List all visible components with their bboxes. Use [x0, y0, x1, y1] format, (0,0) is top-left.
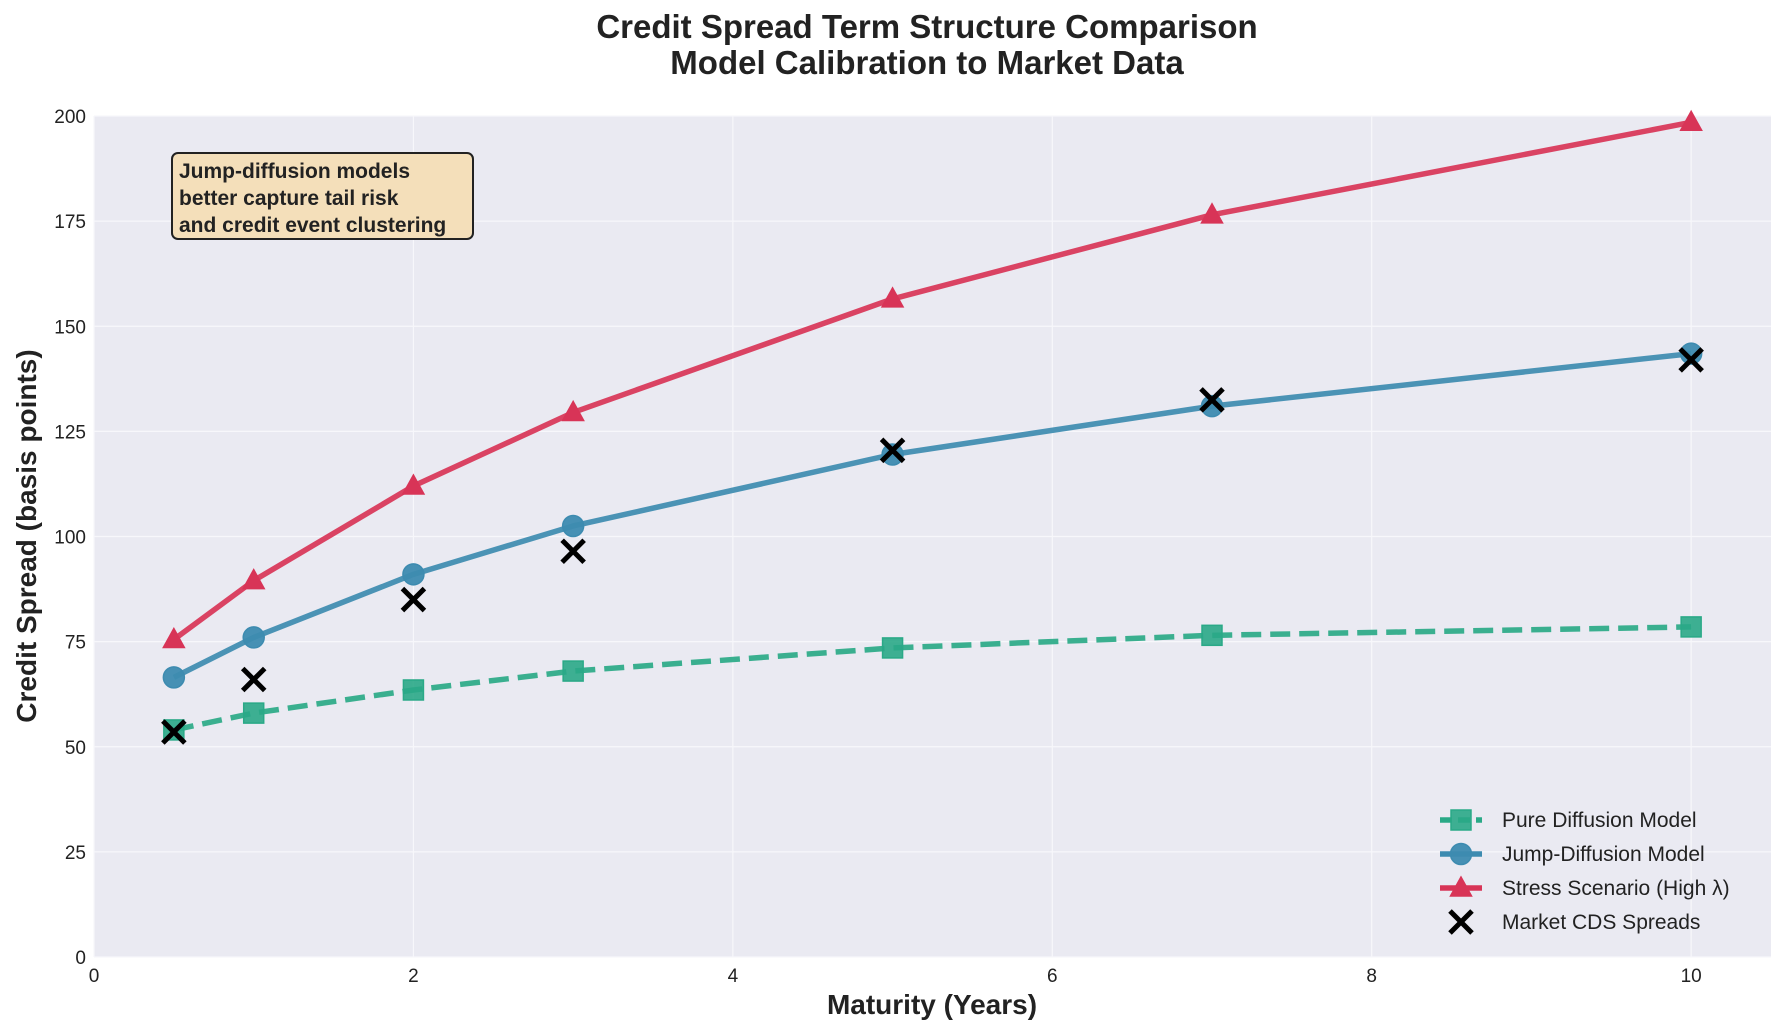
- legend-item-0: Pure Diffusion Model: [1440, 809, 1697, 832]
- data-point-3-5: [1199, 387, 1225, 413]
- data-point-3-0: [161, 719, 187, 745]
- data-point-3-3: [560, 538, 586, 564]
- data-point-1-4: [881, 443, 904, 466]
- data-point-3-6: [1678, 347, 1704, 373]
- x-tick-label: 4: [728, 966, 739, 987]
- legend-label: Market CDS Spreads: [1502, 911, 1700, 934]
- x-tick-label: 0: [89, 966, 100, 987]
- data-point-0-6: [1680, 616, 1702, 638]
- data-point-0-1: [242, 702, 265, 724]
- data-point-0-5: [1201, 624, 1223, 647]
- x-tick-label: 10: [1681, 966, 1702, 987]
- data-point-2-6: [1679, 109, 1703, 132]
- legend-marker: [1448, 909, 1474, 935]
- data-point-1-6: [1679, 342, 1703, 365]
- y-axis-label: Credit Spread (basis points): [11, 349, 42, 722]
- data-point-2-0: [162, 626, 186, 649]
- data-point-1-5: [1200, 394, 1224, 418]
- x-tick-label: 8: [1366, 966, 1377, 987]
- data-point-2-2: [401, 473, 426, 495]
- data-point-3-1: [240, 666, 267, 693]
- chart-title-line-1: Credit Spread Term Structure Comparison: [596, 8, 1257, 45]
- y-tick-label: 200: [54, 107, 86, 128]
- chart-title-line-2: Model Calibration to Market Data: [670, 44, 1184, 81]
- data-point-1-3: [561, 514, 585, 538]
- data-point-0-2: [402, 679, 425, 701]
- market-point-stroke: [560, 538, 586, 564]
- data-point-2-1: [241, 568, 266, 590]
- y-tick-label: 175: [54, 212, 86, 233]
- series-1: [162, 342, 1703, 689]
- legend-marker: [1449, 875, 1473, 897]
- legend-item-2: Stress Scenario (High λ): [1440, 875, 1730, 900]
- data-point-0-3: [562, 660, 584, 682]
- annotation-box: Jump-diffusion models better capture tai…: [171, 152, 474, 240]
- data-point-3-2: [400, 586, 427, 613]
- y-tick-label: 125: [54, 422, 86, 443]
- data-point-0-4: [881, 637, 904, 659]
- data-point-1-2: [402, 563, 425, 586]
- series-3: [161, 347, 1704, 745]
- y-tick-label: 0: [75, 948, 86, 969]
- data-point-1-1: [242, 626, 265, 649]
- data-point-2-3: [561, 399, 585, 422]
- y-tick-label: 50: [65, 738, 86, 759]
- data-point-2-5: [1200, 202, 1224, 224]
- market-point-stroke: [240, 666, 267, 693]
- legend-item-1: Jump-Diffusion Model: [1440, 842, 1705, 866]
- series-lines: [161, 109, 1704, 745]
- y-tick-label: 75: [65, 633, 86, 654]
- data-point-1-0: [162, 666, 186, 689]
- legend-marker: [1450, 809, 1472, 831]
- legend: Pure Diffusion Model Jump-Diffusion Model…: [1440, 809, 1730, 935]
- market-point-stroke: [161, 719, 187, 745]
- data-point-2-4: [880, 286, 905, 308]
- legend-label: Pure Diffusion Model: [1502, 809, 1697, 832]
- market-point-stroke: [400, 586, 427, 613]
- x-tick-label: 2: [408, 966, 419, 987]
- x-axis-label: Maturity (Years): [827, 989, 1037, 1020]
- legend-label: Jump-Diffusion Model: [1502, 843, 1705, 866]
- y-tick-label: 150: [54, 317, 86, 338]
- legend-item-3: Market CDS Spreads: [1448, 909, 1700, 935]
- series-2: [162, 109, 1703, 649]
- legend-label: Stress Scenario (High λ): [1502, 877, 1730, 900]
- market-point-stroke: [1448, 909, 1474, 935]
- y-tick-label: 25: [65, 843, 86, 864]
- market-point-stroke: [1678, 347, 1704, 373]
- market-point-stroke: [879, 437, 906, 464]
- legend-marker: [1449, 842, 1473, 866]
- y-tick-label: 100: [54, 528, 86, 549]
- x-tick-label: 6: [1047, 966, 1058, 987]
- data-point-3-4: [879, 437, 906, 464]
- market-point-stroke: [1199, 387, 1225, 413]
- grid-lines: [93, 115, 1771, 958]
